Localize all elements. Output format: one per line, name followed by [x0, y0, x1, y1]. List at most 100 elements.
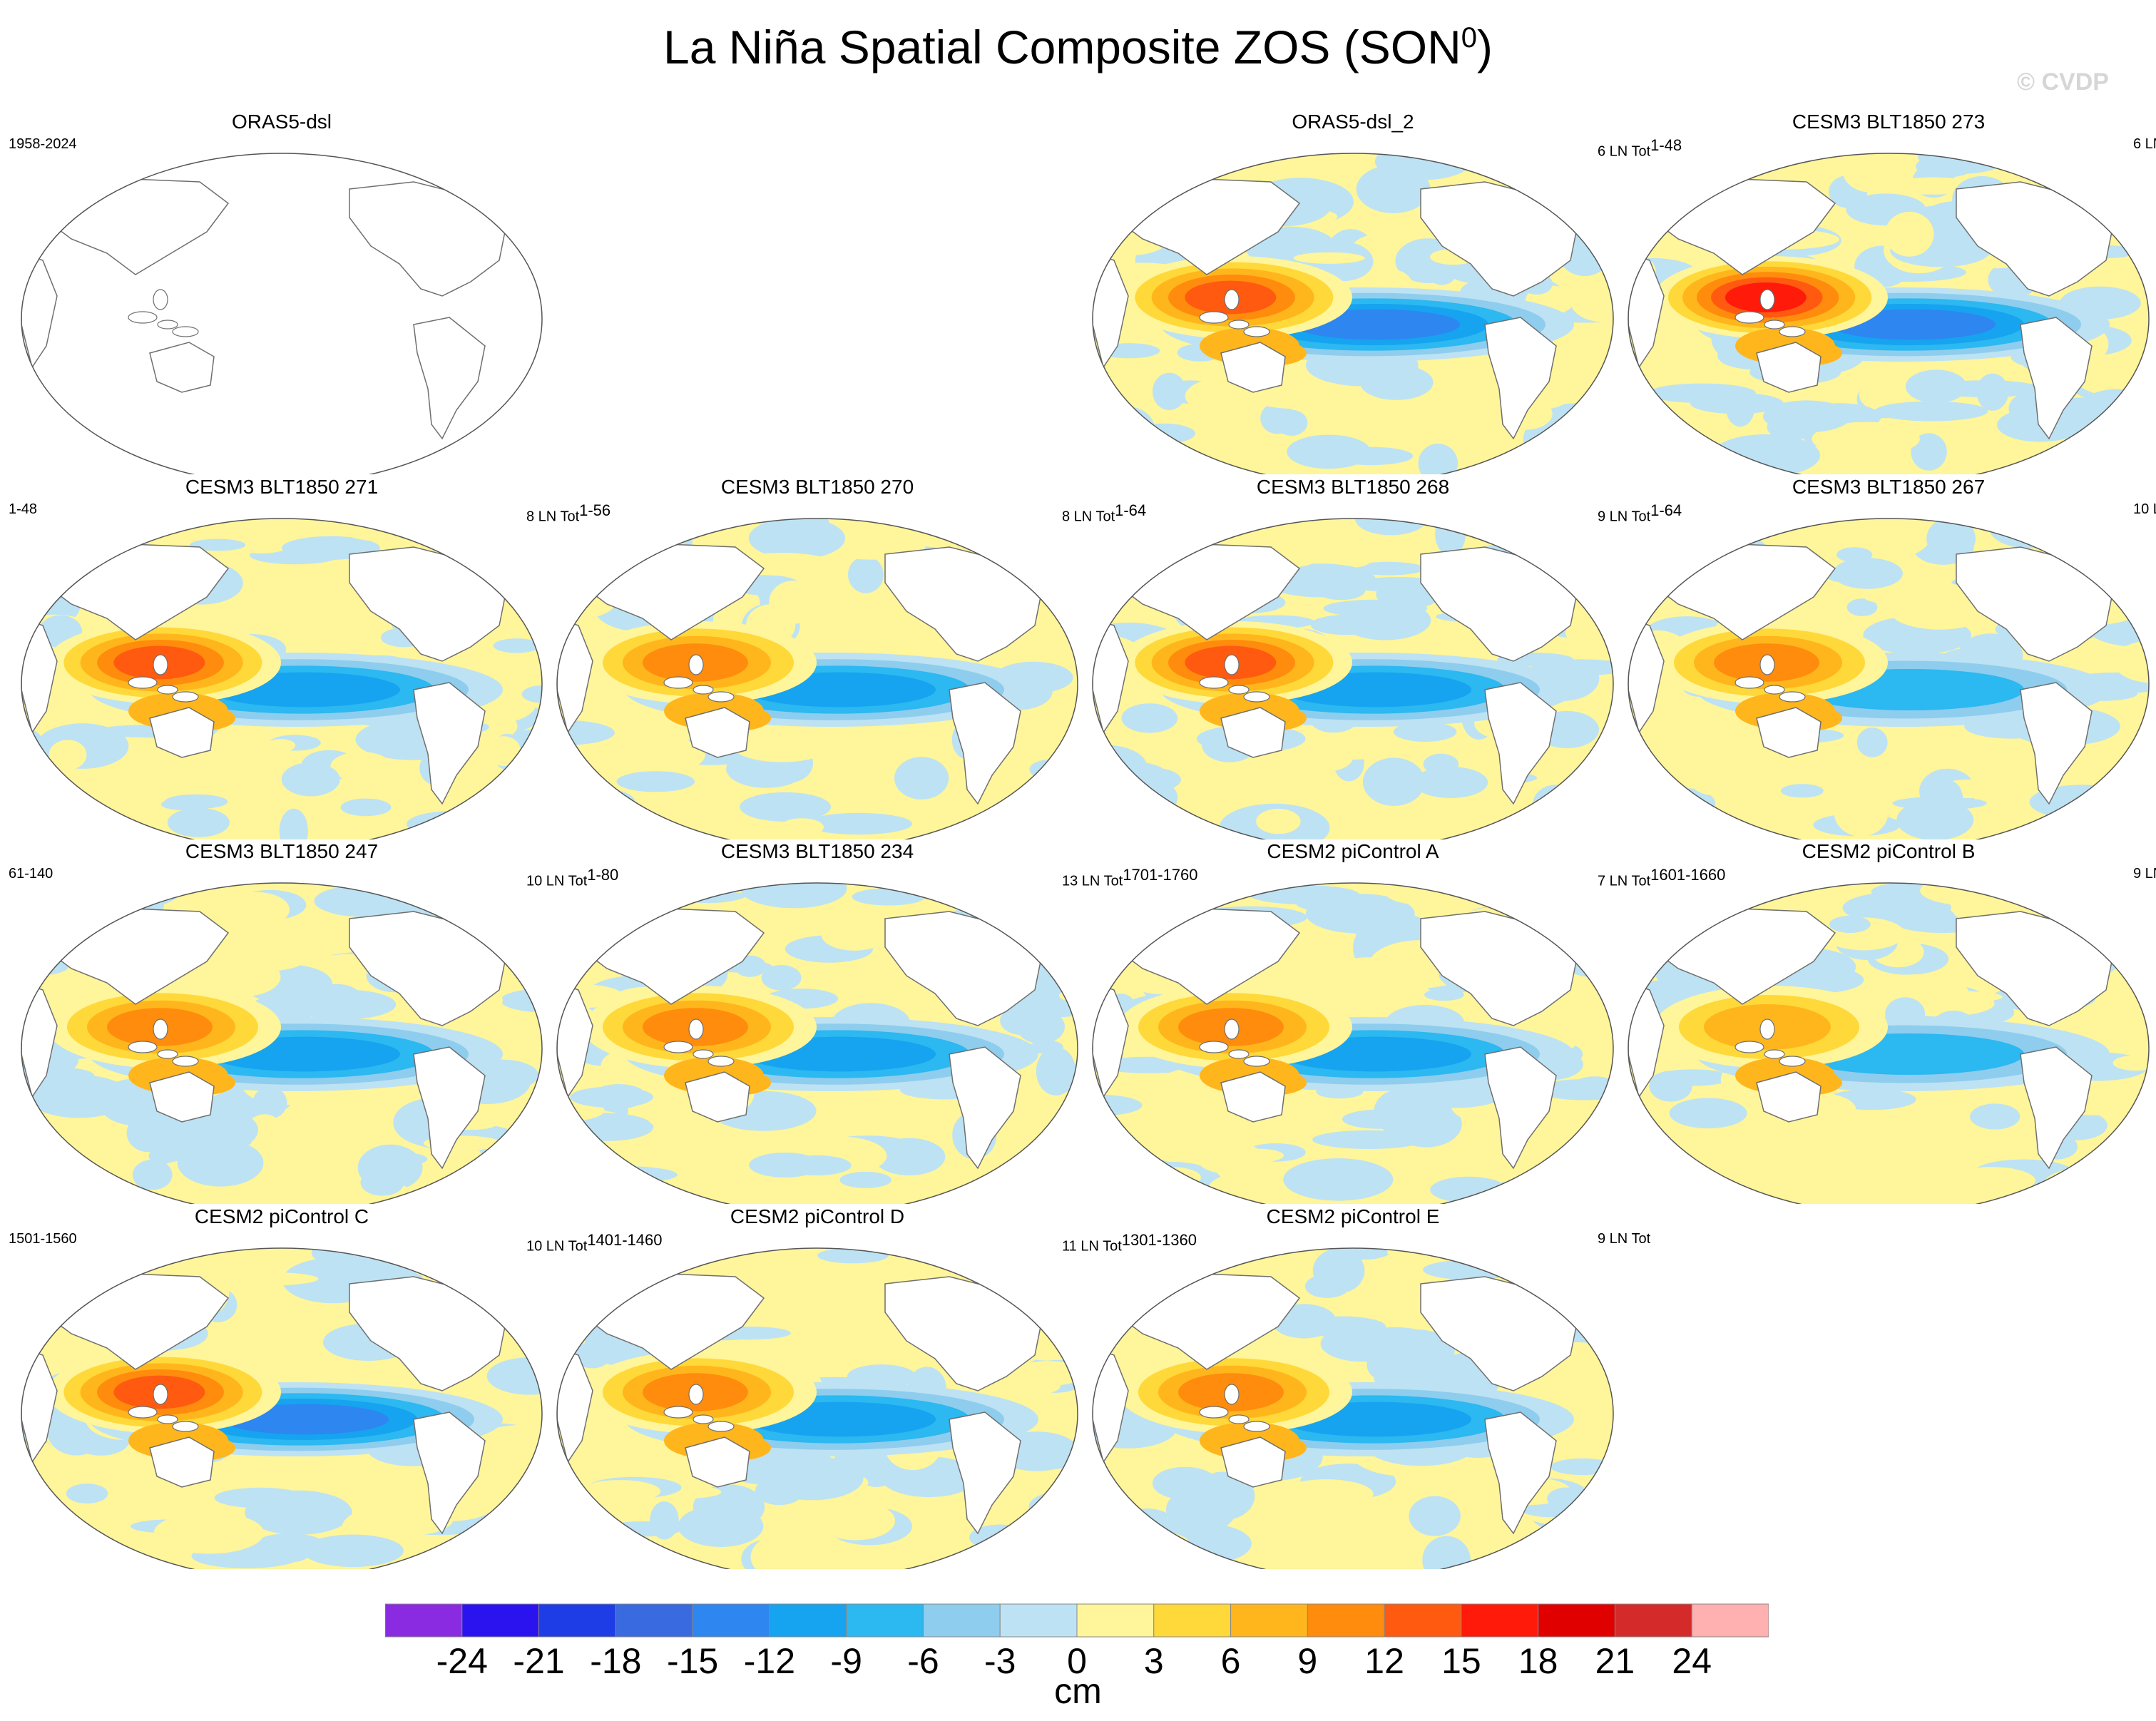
island — [153, 1018, 168, 1040]
anomaly-patch — [340, 798, 392, 817]
anomaly-patch — [1093, 1533, 1153, 1549]
anomaly-patch — [21, 884, 116, 914]
map-panel: CESM3 BLT1850 268 9 LN Tot1-64 — [1085, 476, 1682, 839]
anomaly-patch — [1518, 817, 1568, 839]
anomaly-patch — [1632, 911, 1700, 940]
anomaly-patch — [1871, 519, 1932, 556]
anomaly-patch — [1026, 519, 1065, 558]
anomaly-patch — [1628, 809, 1706, 827]
anomaly-patch — [678, 1505, 764, 1547]
panel-title: CESM2 piControl A — [1267, 840, 1439, 862]
anomaly-patch — [588, 519, 630, 562]
panel-title: ORAS5-dsl_2 — [1292, 111, 1414, 133]
anomaly-patch — [1531, 449, 1565, 471]
anomaly-patch — [66, 1483, 108, 1503]
anomaly-patch — [21, 780, 73, 819]
anomaly-patch — [1143, 1167, 1201, 1188]
anomaly-patch — [1305, 739, 1394, 760]
colorbar-tick-label: 6 — [1220, 1641, 1241, 1681]
anomaly-patch — [1628, 939, 1652, 963]
island — [707, 1056, 735, 1067]
colorbar-swatch — [1691, 1603, 1769, 1638]
anomaly-patch — [21, 1248, 88, 1270]
colorbar-tick-label: 21 — [1595, 1641, 1635, 1681]
anomaly-patch — [1275, 409, 1308, 436]
landmass — [1220, 707, 1286, 758]
island — [663, 1041, 693, 1053]
anomaly-patch — [1100, 407, 1155, 454]
anomaly-patch — [1374, 153, 1472, 180]
anomaly-patch — [557, 1132, 591, 1163]
island — [157, 320, 178, 330]
anomaly-patch — [330, 752, 392, 782]
landmass — [349, 181, 507, 297]
landmass — [21, 1347, 58, 1464]
map-boundary — [1092, 518, 1614, 839]
colorbar-swatch — [1307, 1603, 1385, 1638]
landmass — [21, 252, 58, 369]
anomaly-patch — [1093, 774, 1178, 822]
anomaly-patch — [1093, 1262, 1165, 1303]
anomaly-patch — [1547, 1487, 1587, 1511]
map-field — [1628, 883, 2149, 1204]
island — [172, 691, 199, 703]
island — [128, 1041, 158, 1053]
map-panel: CESM2 piControl D 11 LN Tot1301-1360 — [550, 1205, 1197, 1569]
anomaly-patch — [1010, 1117, 1078, 1148]
anomaly-patch — [275, 1543, 310, 1563]
anomaly-patch — [132, 1159, 173, 1190]
anomaly-patch — [1628, 538, 1680, 553]
coastlines — [1628, 174, 2149, 440]
anomaly-patch — [630, 737, 705, 772]
anomaly-patch — [1332, 539, 1376, 568]
island — [1224, 289, 1240, 310]
island — [128, 311, 158, 324]
map-panel: CESM2 piControl E 9 LN Tot — [1085, 1205, 1650, 1569]
anomaly-patch — [1006, 883, 1078, 914]
anomaly-patch — [810, 599, 916, 646]
panel-event-count-label: 10 LN Tot — [2133, 501, 2156, 517]
anomaly-patch — [2092, 1140, 2149, 1176]
anomaly-patch — [558, 948, 588, 985]
landmass — [413, 1046, 486, 1170]
map-panel: CESM3 BLT1850 234 13 LN Tot1701-1760 — [550, 840, 1197, 1204]
anomaly-patch — [1030, 1040, 1063, 1054]
landmass — [42, 178, 230, 275]
colorbar — [385, 1603, 1769, 1638]
island — [693, 1049, 714, 1059]
landmass — [1041, 1269, 1078, 1313]
anomaly-patch — [1630, 170, 1685, 189]
anomaly-patch — [1563, 1248, 1613, 1284]
anomaly-patch — [1763, 400, 1851, 433]
colorbar-tick-label: 3 — [1143, 1641, 1164, 1681]
panel-period-label: 61-140 — [9, 866, 53, 882]
anomaly-patch — [984, 519, 1078, 541]
island — [1779, 326, 1806, 337]
anomaly-patch — [480, 798, 542, 821]
anomaly-patch — [1553, 451, 1585, 474]
anomaly-patch — [511, 902, 542, 921]
landmass — [1041, 539, 1078, 583]
map-boundary — [1092, 1247, 1614, 1569]
anomaly-patch — [128, 1248, 228, 1270]
landmass — [1220, 342, 1286, 393]
landmass — [2112, 539, 2149, 583]
landmass — [21, 981, 58, 1098]
anomaly-patch — [805, 812, 913, 835]
island — [157, 1049, 178, 1059]
anomaly-patch — [1422, 1536, 1471, 1569]
map-field — [21, 883, 542, 1204]
panel-period-label: 1501-1560 — [9, 1231, 77, 1247]
anomaly-patch — [606, 883, 691, 908]
anomaly-patch — [1100, 883, 1191, 902]
landmass — [1628, 981, 1665, 1098]
anomaly-patch — [27, 1075, 131, 1118]
colorbar-swatch — [538, 1603, 616, 1638]
anomaly-patch — [1533, 785, 1579, 824]
island — [153, 654, 168, 675]
map-boundary — [1628, 153, 2150, 474]
anomaly-patch — [1832, 558, 1903, 589]
island — [707, 691, 735, 703]
anomaly-patch — [1874, 401, 1988, 422]
island — [1243, 1056, 1270, 1067]
